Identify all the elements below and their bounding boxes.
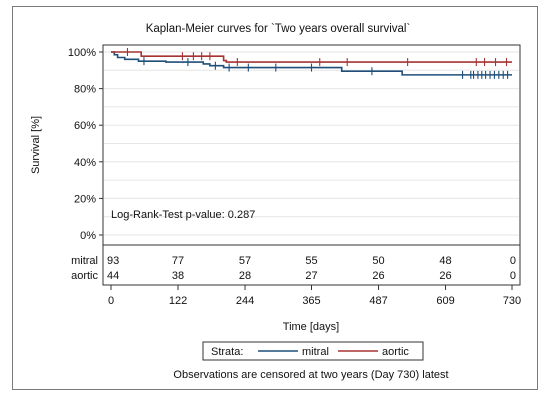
kaplan-meier-chart: Kaplan-Meier curves for `Two years overa… bbox=[30, 23, 521, 381]
risk-count: 28 bbox=[239, 270, 251, 282]
y-axis-label: Survival [%] bbox=[30, 116, 42, 174]
risk-count: 48 bbox=[439, 255, 451, 267]
risk-row-label-aortic: aortic bbox=[71, 270, 98, 282]
risk-count: 57 bbox=[239, 255, 251, 267]
y-tick-label: 80% bbox=[74, 84, 96, 96]
legend-label-mitral: mitral bbox=[302, 346, 329, 358]
chart-title: Kaplan-Meier curves for `Two years overa… bbox=[146, 23, 411, 35]
x-axis-label: Time [days] bbox=[283, 321, 339, 333]
series-layer bbox=[111, 48, 512, 79]
series-line-aortic bbox=[111, 51, 512, 63]
y-tick-label: 40% bbox=[74, 157, 96, 169]
legend-label-aortic: aortic bbox=[382, 346, 409, 358]
legend-box bbox=[202, 341, 424, 361]
risk-count: 44 bbox=[107, 270, 119, 282]
y-tick-label: 20% bbox=[74, 193, 96, 205]
x-tick-label: 0 bbox=[108, 295, 114, 307]
legend: Strata: mitral aortic bbox=[202, 341, 424, 361]
x-axis: 0 122 244 365 487 609 730 bbox=[108, 285, 521, 307]
legend-title: Strata: bbox=[211, 346, 243, 358]
risk-table: mitral 93 77 57 55 50 48 0 aortic 44 38 28 27 26 26 0 bbox=[71, 255, 516, 282]
x-tick-label: 487 bbox=[369, 295, 387, 307]
log-rank-annotation: Log-Rank-Test p-value: 0.287 bbox=[111, 209, 255, 221]
y-axis: 0% 20% 40% 60% 80% 100% bbox=[68, 47, 103, 242]
risk-count: 26 bbox=[372, 270, 384, 282]
y-tick-label: 100% bbox=[68, 47, 96, 59]
x-tick-label: 730 bbox=[503, 295, 521, 307]
y-tick-label: 60% bbox=[74, 120, 96, 132]
risk-count: 38 bbox=[172, 270, 184, 282]
x-tick-label: 244 bbox=[236, 295, 254, 307]
x-tick-label: 365 bbox=[302, 295, 320, 307]
risk-count: 55 bbox=[305, 255, 317, 267]
risk-count: 0 bbox=[510, 270, 516, 282]
risk-count: 77 bbox=[172, 255, 184, 267]
x-tick-label: 609 bbox=[436, 295, 454, 307]
risk-count: 27 bbox=[305, 270, 317, 282]
x-tick-label: 122 bbox=[169, 295, 187, 307]
risk-count: 93 bbox=[107, 255, 119, 267]
series-line-mitral bbox=[111, 51, 512, 76]
figure-frame: Kaplan-Meier curves for `Two years overa… bbox=[12, 6, 538, 390]
risk-count: 50 bbox=[372, 255, 384, 267]
footnote: Observations are censored at two years (… bbox=[173, 369, 448, 381]
y-tick-label: 0% bbox=[80, 230, 96, 242]
grid-lines bbox=[104, 51, 519, 236]
risk-row-label-mitral: mitral bbox=[71, 255, 98, 267]
risk-count: 0 bbox=[510, 255, 516, 267]
risk-count: 26 bbox=[439, 270, 451, 282]
